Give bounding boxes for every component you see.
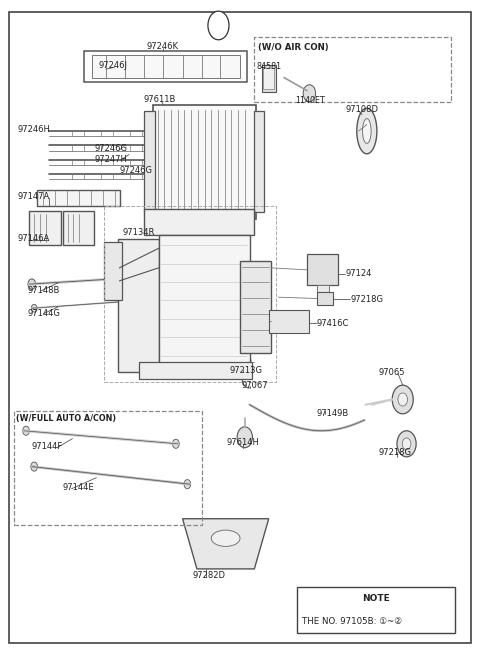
Text: 97146A: 97146A: [18, 234, 50, 243]
Circle shape: [136, 296, 142, 304]
Circle shape: [392, 385, 413, 414]
Text: THE NO. 97105B: ①~②: THE NO. 97105B: ①~②: [302, 617, 402, 626]
Bar: [264, 68, 274, 89]
Text: ②: ②: [214, 20, 223, 31]
Text: 97144G: 97144G: [27, 309, 60, 318]
Bar: [144, 209, 254, 235]
Text: 97144F: 97144F: [32, 442, 63, 451]
Circle shape: [237, 353, 251, 372]
Bar: [262, 65, 276, 92]
Bar: [317, 285, 328, 295]
Text: 1140ET: 1140ET: [295, 97, 325, 106]
Bar: [317, 292, 333, 305]
Bar: [36, 189, 120, 206]
Text: 97218G: 97218G: [350, 295, 383, 304]
Bar: [29, 211, 60, 245]
Circle shape: [23, 426, 29, 436]
Text: 97246G: 97246G: [120, 166, 152, 174]
Polygon shape: [182, 518, 269, 569]
Text: 97108D: 97108D: [345, 105, 378, 114]
Text: 97282D: 97282D: [192, 571, 225, 580]
Text: (W/O AIR CON): (W/O AIR CON): [258, 43, 329, 52]
Text: 97148B: 97148B: [27, 285, 60, 295]
Bar: [254, 112, 264, 212]
Circle shape: [28, 279, 36, 289]
Circle shape: [397, 431, 416, 457]
Text: 97614H: 97614H: [227, 438, 260, 447]
Circle shape: [184, 480, 191, 488]
Text: 97416C: 97416C: [317, 319, 349, 328]
Text: 97147A: 97147A: [18, 192, 50, 200]
Bar: [104, 242, 122, 300]
Bar: [158, 235, 250, 366]
Ellipse shape: [211, 530, 240, 547]
Circle shape: [303, 85, 316, 102]
Text: 97218G: 97218G: [379, 448, 412, 456]
Bar: [84, 51, 247, 82]
Circle shape: [402, 438, 411, 450]
Circle shape: [237, 427, 252, 448]
Text: 97213G: 97213G: [229, 366, 263, 375]
Bar: [104, 206, 276, 382]
Ellipse shape: [357, 108, 377, 154]
Text: 97611B: 97611B: [144, 95, 176, 104]
Text: 97247H: 97247H: [94, 155, 127, 163]
Text: 97246G: 97246G: [94, 144, 127, 153]
Bar: [140, 362, 252, 379]
Bar: [307, 254, 338, 285]
Bar: [240, 261, 271, 353]
Circle shape: [31, 462, 37, 471]
Text: 97065: 97065: [379, 368, 405, 377]
Text: 97134R: 97134R: [123, 227, 155, 236]
Ellipse shape: [362, 119, 371, 144]
Bar: [92, 56, 240, 78]
Text: 84581: 84581: [257, 62, 282, 71]
Bar: [153, 105, 256, 219]
Circle shape: [398, 393, 408, 406]
Text: 97246J: 97246J: [99, 61, 128, 71]
Bar: [298, 587, 456, 633]
Text: 97124: 97124: [345, 268, 372, 278]
Circle shape: [31, 304, 37, 312]
Bar: [14, 411, 202, 525]
Circle shape: [172, 439, 179, 449]
Text: 97246K: 97246K: [146, 42, 179, 51]
Bar: [269, 310, 310, 333]
Text: 97067: 97067: [242, 381, 268, 390]
Bar: [254, 37, 451, 102]
Bar: [118, 238, 158, 372]
Text: NOTE: NOTE: [362, 594, 390, 603]
Text: 97246H: 97246H: [18, 125, 51, 135]
Text: (W/FULL AUTO A/CON): (W/FULL AUTO A/CON): [16, 415, 117, 423]
Circle shape: [208, 11, 229, 40]
Bar: [63, 211, 94, 245]
Text: 97149B: 97149B: [317, 409, 349, 418]
Circle shape: [130, 272, 138, 283]
Bar: [144, 112, 155, 212]
Text: 97144E: 97144E: [63, 483, 95, 492]
